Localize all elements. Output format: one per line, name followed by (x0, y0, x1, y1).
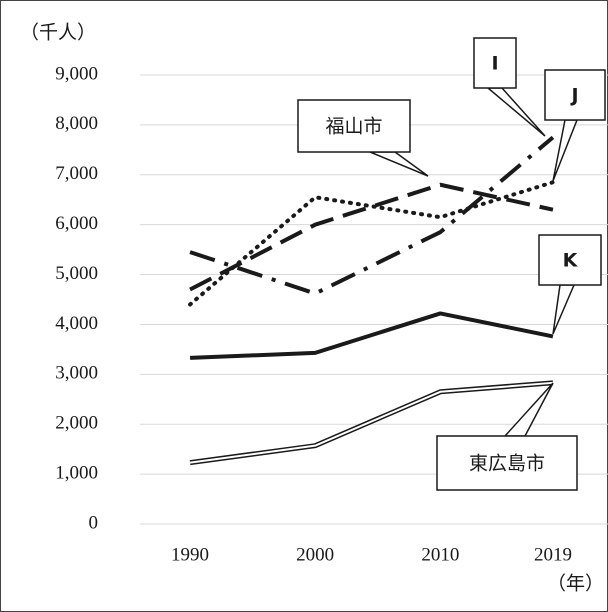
x-axis-label: （年） (547, 572, 604, 594)
x-tick-label: 2010 (421, 544, 459, 565)
y-tick-label: 3,000 (55, 363, 98, 384)
callout-pointer (503, 382, 554, 437)
x-tick-label: 2019 (534, 544, 572, 565)
callout-pointer (552, 119, 579, 182)
callout-box (544, 69, 606, 121)
callout-box (297, 99, 411, 153)
callout-label: 東広島市 (469, 453, 545, 475)
callout-pointer (369, 151, 429, 177)
callout-label: I (491, 53, 498, 75)
series-line-inner (189, 381, 554, 464)
y-tick-label: 4,000 (55, 313, 98, 334)
series-line (188, 180, 555, 307)
callout-box (473, 37, 517, 89)
y-tick-label: 5,000 (55, 263, 98, 284)
y-tick-label: 7,000 (55, 163, 98, 184)
callout-pointer (485, 87, 546, 137)
x-tick-label: 2000 (296, 544, 334, 565)
y-axis-label: （千人） (20, 21, 96, 43)
callout-box (436, 435, 578, 491)
y-tick-label: 9,000 (55, 63, 98, 84)
y-tick-label: 1,000 (55, 462, 98, 483)
callout-box (538, 234, 602, 286)
series-line (189, 182, 554, 292)
x-tick-label: 1990 (171, 544, 209, 565)
callout-pointer (552, 284, 576, 335)
callout-label: K (563, 250, 579, 272)
y-tick-label: 8,000 (55, 113, 98, 134)
series-line (189, 135, 555, 296)
y-tick-label: 6,000 (55, 213, 98, 234)
y-tick-label: 2,000 (55, 413, 98, 434)
y-tick-label: 0 (89, 512, 99, 533)
series-line (189, 311, 554, 360)
callout-label: J (569, 85, 578, 107)
callout-label: 福山市 (325, 116, 382, 138)
